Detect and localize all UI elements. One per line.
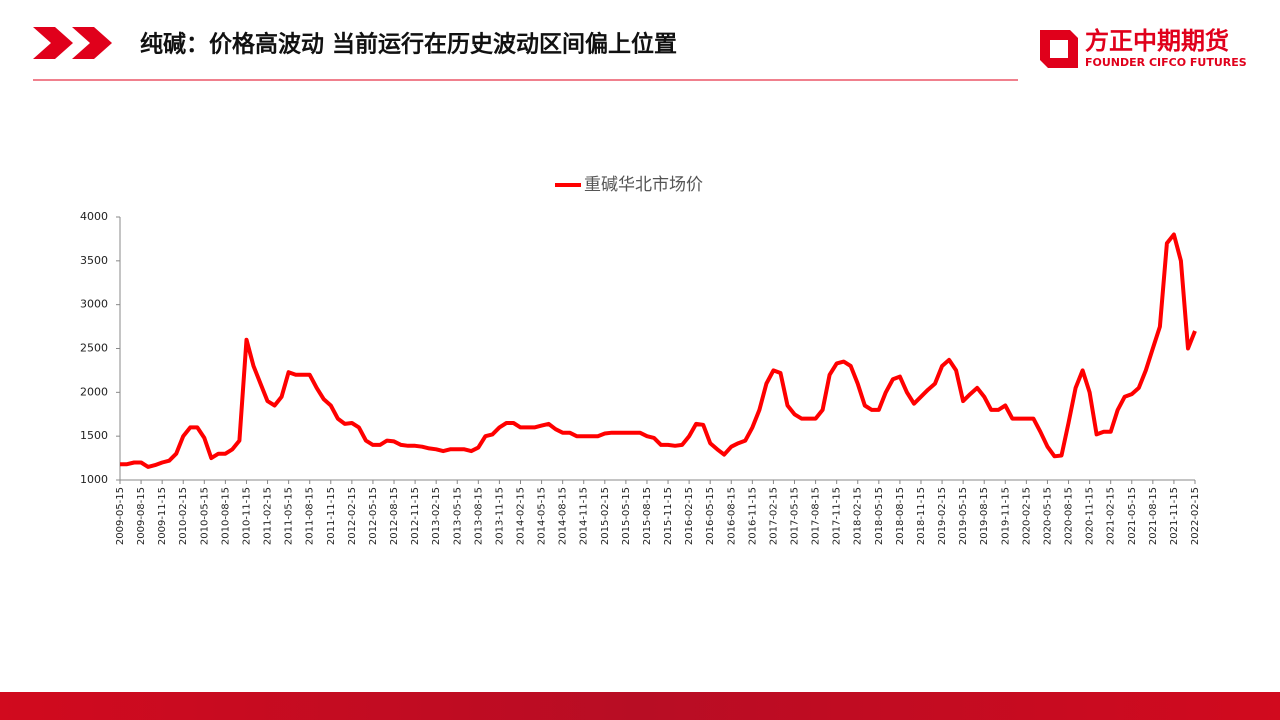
x-tick-label: 2010-02-15: [178, 487, 189, 545]
x-tick-label: 2012-11-15: [410, 487, 421, 545]
y-tick-label: 1500: [80, 429, 108, 442]
y-tick-label: 1000: [80, 473, 108, 486]
y-tick-label: 2000: [80, 385, 108, 398]
x-tick-label: 2020-05-15: [1042, 487, 1053, 545]
x-tick-label: 2012-05-15: [368, 487, 379, 545]
x-tick-label: 2015-02-15: [600, 487, 611, 545]
x-tick-label: 2013-11-15: [494, 487, 505, 545]
x-tick-label: 2021-02-15: [1106, 487, 1117, 545]
x-tick-label: 2010-05-15: [199, 487, 210, 545]
header-chevrons: [33, 27, 112, 59]
x-tick-label: 2020-02-15: [1021, 487, 1032, 545]
x-tick-label: 2012-08-15: [389, 487, 400, 545]
x-tick-label: 2014-05-15: [537, 487, 548, 545]
x-tick-label: 2017-11-15: [832, 487, 843, 545]
y-tick-label: 3000: [80, 298, 108, 311]
chart: 1000 1500 2000 2500 3000 3500 4000 2009-05-15 20…: [80, 175, 1201, 545]
x-tick-label: 2021-08-15: [1148, 487, 1159, 545]
x-tick-label: 2015-05-15: [621, 487, 632, 545]
x-tick-label: 2011-08-15: [305, 487, 316, 545]
x-tick-label: 2018-02-15: [853, 487, 864, 545]
logo-icon: [1040, 30, 1078, 68]
x-tick-label: 2009-08-15: [136, 487, 147, 545]
x-tick-label: 2020-08-15: [1064, 487, 1075, 545]
x-tick-label: 2022-02-15: [1190, 487, 1201, 545]
x-tick-label: 2011-11-15: [326, 487, 337, 545]
y-tick-label: 4000: [80, 210, 108, 223]
x-tick-label: 2010-08-15: [220, 487, 231, 545]
x-tick-label: 2019-11-15: [1000, 487, 1011, 545]
x-tick-label: 2014-08-15: [558, 487, 569, 545]
x-tick-label: 2020-11-15: [1085, 487, 1096, 545]
x-tick-label: 2016-08-15: [726, 487, 737, 545]
x-tick-label: 2014-02-15: [515, 487, 526, 545]
x-tick-label: 2017-02-15: [768, 487, 779, 545]
price-line: [120, 232, 1197, 469]
x-tick-label: 2011-02-15: [263, 487, 274, 545]
x-tick-label: 2015-08-15: [642, 487, 653, 545]
x-tick-label: 2021-11-15: [1169, 487, 1180, 545]
x-tick-label: 2016-02-15: [684, 487, 695, 545]
x-tick-label: 2013-05-15: [452, 487, 463, 545]
x-tick-label: 2010-11-15: [241, 487, 252, 545]
x-tick-label: 2009-11-15: [157, 487, 168, 545]
y-tick-label: 3500: [80, 254, 108, 267]
x-tick-label: 2013-02-15: [431, 487, 442, 545]
x-tick-label: 2015-11-15: [663, 487, 674, 545]
x-tick-label: 2019-02-15: [937, 487, 948, 545]
footer-band: [0, 692, 1280, 720]
slide-title: 纯碱：价格高波动 当前运行在历史波动区间偏上位置: [140, 31, 677, 58]
x-tick-label: 2021-05-15: [1127, 487, 1138, 545]
x-tick-label: 2018-08-15: [895, 487, 906, 545]
x-tick-label: 2016-05-15: [705, 487, 716, 545]
x-tick-label: 2012-02-15: [347, 487, 358, 545]
x-tick-label: 2017-05-15: [790, 487, 801, 545]
y-tick-label: 2500: [80, 342, 108, 355]
x-tick-label: 2009-05-15: [115, 487, 126, 545]
x-tick-label: 2013-08-15: [473, 487, 484, 545]
x-tick-label: 2019-05-15: [958, 487, 969, 545]
logo-name: 方正中期期货: [1085, 27, 1229, 55]
x-tick-label: 2011-05-15: [284, 487, 295, 545]
x-tick-label: 2018-05-15: [874, 487, 885, 545]
x-tick-label: 2016-11-15: [747, 487, 758, 545]
x-tick-label: 2019-08-15: [979, 487, 990, 545]
legend-label: 重碱华北市场价: [584, 175, 703, 195]
logo-subtitle: FOUNDER CIFCO FUTURES: [1085, 56, 1247, 69]
x-tick-label: 2017-08-15: [811, 487, 822, 545]
x-tick-label: 2014-11-15: [579, 487, 590, 545]
x-tick-label: 2018-11-15: [916, 487, 927, 545]
